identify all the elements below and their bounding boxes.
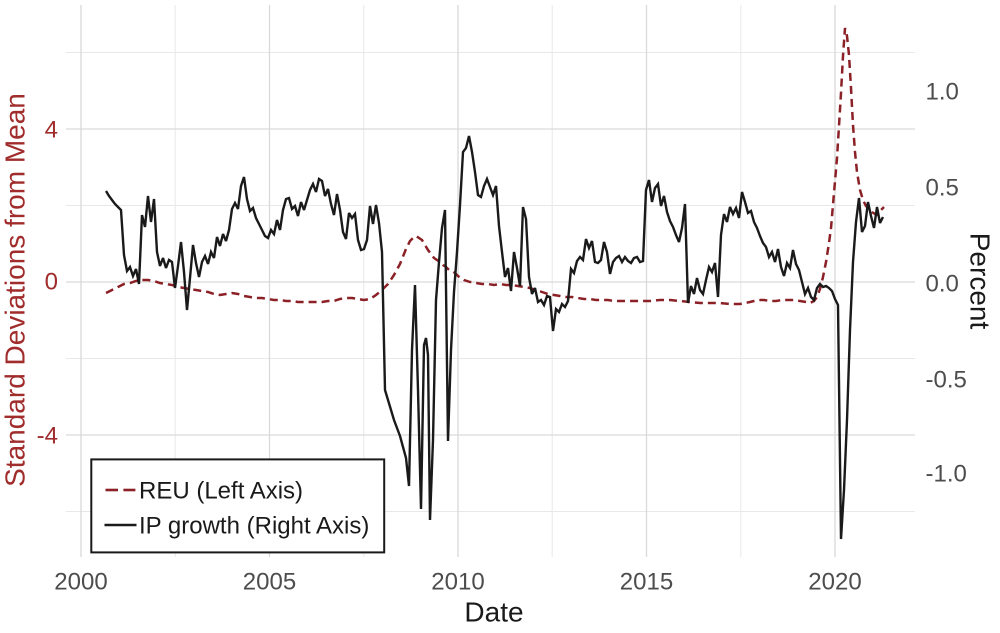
svg-text:0.0: 0.0: [926, 271, 959, 298]
svg-text:Percent: Percent: [965, 233, 996, 330]
svg-text:4: 4: [45, 117, 58, 144]
svg-text:Standard Deviations from Mean: Standard Deviations from Mean: [0, 93, 31, 487]
svg-text:-4: -4: [37, 423, 58, 450]
svg-text:-0.5: -0.5: [926, 367, 967, 394]
svg-text:2000: 2000: [54, 569, 107, 596]
svg-text:2010: 2010: [431, 569, 484, 596]
svg-text:2005: 2005: [243, 569, 296, 596]
svg-text:1.0: 1.0: [926, 79, 959, 106]
svg-text:0: 0: [45, 269, 58, 296]
svg-text:-1.0: -1.0: [926, 461, 967, 488]
svg-text:Date: Date: [464, 597, 523, 628]
svg-text:REU (Left Axis): REU (Left Axis): [139, 478, 303, 505]
svg-text:2020: 2020: [808, 569, 861, 596]
svg-text:IP growth (Right Axis): IP growth (Right Axis): [139, 513, 369, 540]
svg-text:0.5: 0.5: [926, 175, 959, 202]
svg-text:2015: 2015: [620, 569, 673, 596]
